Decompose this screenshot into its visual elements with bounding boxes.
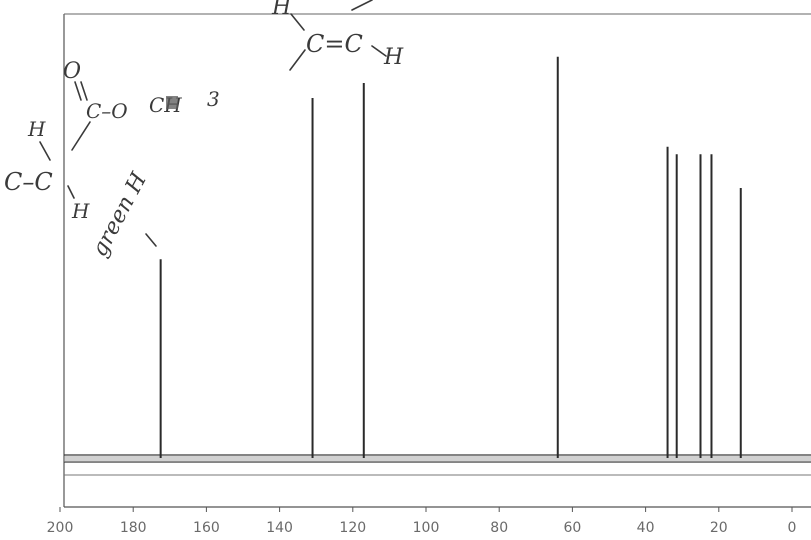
ester-double-bond-b	[80, 81, 88, 101]
ester-subscript: 3	[207, 87, 220, 111]
alkene-bond-upper-left	[290, 13, 305, 31]
alkene-sketch: H C=C H	[271, 0, 404, 71]
alkene-h-top: H	[271, 0, 292, 20]
x-tick-label-40: 40	[637, 520, 655, 536]
alkene-h-right: H	[383, 45, 404, 70]
carbon-left: C–C	[4, 168, 53, 196]
plot-frame	[63, 13, 811, 508]
x-tick-label-80: 80	[490, 520, 508, 536]
peak-label-sketch: green H	[87, 168, 157, 261]
x-tick-label-180: 180	[120, 520, 147, 536]
carbon-h-bottom: H	[71, 199, 90, 223]
x-tick-label-160: 160	[193, 520, 220, 536]
carbon-bond-bottom	[67, 185, 75, 199]
carbon-sketch: H C–C H	[4, 117, 90, 223]
ester-scribble-blot	[166, 96, 178, 109]
ester-sketch: O C–O CH 3	[63, 59, 220, 151]
peak-label: green H	[87, 168, 152, 261]
ester-bond-down	[71, 121, 91, 151]
ester-double-bond-a	[74, 81, 82, 101]
x-tick-label-120: 120	[339, 520, 366, 536]
x-tick-label-20: 20	[710, 520, 728, 536]
x-tick-label-100: 100	[413, 520, 440, 536]
ester-o: O	[63, 59, 81, 84]
carbon-h-top: H	[27, 117, 46, 141]
alkene-bond-upper-right	[351, 0, 373, 11]
alkene-bond-lower-right	[371, 45, 387, 57]
carbon-bond-top	[39, 141, 51, 161]
peak-label-pointer	[145, 233, 157, 247]
baseline	[64, 454, 811, 463]
ester-group: C–O	[86, 99, 128, 123]
x-tick-label-200: 200	[47, 520, 74, 536]
peaks	[159, 56, 742, 458]
x-axis-ticks: 200 180 160 140 120 100 80 60 40 20 0	[47, 507, 797, 536]
alkene-group: C=C	[306, 30, 363, 58]
x-tick-label-0: 0	[788, 520, 797, 536]
alkene-bond-lower-left	[289, 49, 306, 71]
x-tick-label-60: 60	[563, 520, 581, 536]
baseline-band	[64, 456, 811, 462]
x-tick-label-140: 140	[266, 520, 293, 536]
